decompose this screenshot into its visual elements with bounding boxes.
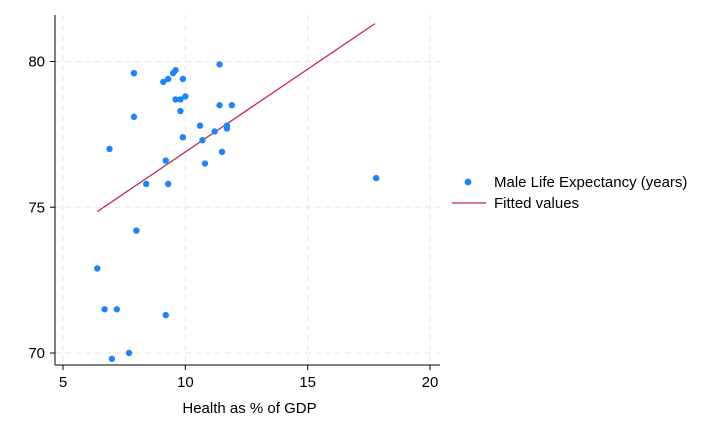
- scatter-point: [182, 93, 189, 100]
- scatter-point: [201, 160, 209, 167]
- scatter-point: [172, 96, 179, 103]
- scatter-point: [101, 306, 108, 313]
- y-tick-label: 70: [28, 345, 45, 362]
- scatter-point: [172, 67, 179, 74]
- x-axis-title: Health as % of GDP: [182, 400, 316, 417]
- scatter-point: [160, 78, 167, 86]
- scatter-point: [130, 113, 138, 121]
- legend-marker-scatter: [464, 178, 472, 186]
- scatter-point: [133, 227, 140, 234]
- scatter-point: [94, 265, 101, 272]
- scatter-point: [228, 102, 236, 109]
- x-tick-label: 15: [299, 374, 316, 391]
- scatter-points-layer: [94, 61, 380, 363]
- scatter-point: [372, 174, 380, 182]
- legend-label-scatter: Male Life Expectancy (years): [494, 174, 687, 191]
- scatter-point: [165, 75, 172, 83]
- fitted-line-layer: [96, 23, 376, 213]
- legend: Male Life Expectancy (years) Fitted valu…: [452, 174, 687, 212]
- scatter-point: [162, 157, 169, 164]
- scatter-point: [108, 355, 116, 363]
- scatter-point: [216, 61, 223, 68]
- scatter-point: [113, 306, 121, 313]
- scatter-point: [177, 107, 184, 115]
- x-tick-label: 20: [422, 374, 439, 391]
- scatter-point: [165, 180, 172, 188]
- x-tick-label: 10: [177, 374, 194, 391]
- x-axis-ticks: 5 10 15 20: [59, 365, 439, 391]
- scatter-point: [179, 134, 187, 141]
- scatter-point: [199, 137, 206, 144]
- scatter-point: [106, 145, 113, 153]
- scatter-point: [130, 69, 138, 77]
- scatter-point: [125, 349, 133, 357]
- y-tick-label: 80: [28, 54, 45, 71]
- scatter-point: [211, 128, 218, 135]
- scatter-point: [218, 148, 226, 156]
- y-tick-label: 75: [28, 199, 45, 216]
- grid-lines: [55, 15, 440, 365]
- scatter-point: [162, 311, 169, 319]
- scatter-point: [223, 125, 231, 132]
- scatter-point: [196, 122, 204, 129]
- y-axis-ticks: 70 75 80: [28, 54, 55, 362]
- scatter-point: [142, 180, 150, 188]
- scatter-point: [179, 75, 187, 83]
- x-tick-label: 5: [59, 374, 67, 391]
- scatter-point: [216, 102, 223, 109]
- scatter-point: [177, 96, 184, 103]
- legend-label-fitted: Fitted values: [494, 195, 579, 212]
- fitted-values-line: [96, 23, 376, 213]
